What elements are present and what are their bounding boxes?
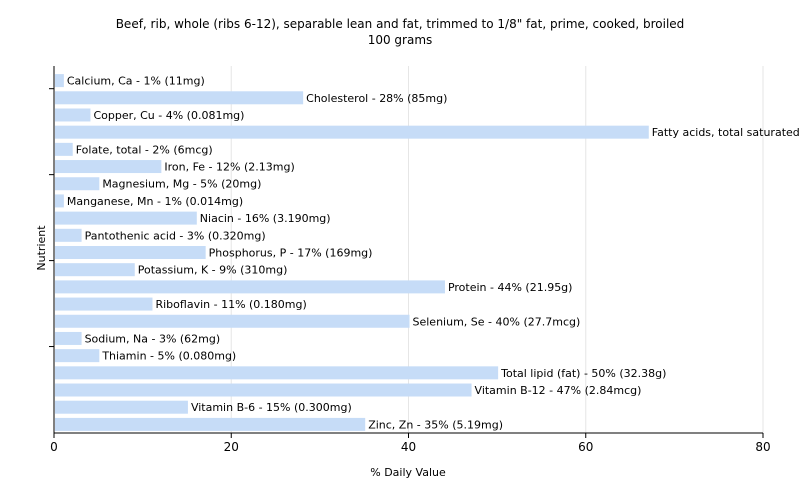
bar-label: Manganese, Mn - 1% (0.014mg) [67, 195, 243, 208]
bar-label: Vitamin B-6 - 15% (0.300mg) [191, 401, 352, 414]
bar-label: Folate, total - 2% (6mcg) [76, 143, 213, 156]
bar [55, 125, 649, 139]
bar-label: Vitamin B-12 - 47% (2.84mcg) [475, 384, 642, 397]
bar [55, 366, 499, 380]
bar-label: Iron, Fe - 12% (2.13mg) [164, 161, 294, 174]
bar [55, 74, 64, 88]
bar-label: Thiamin - 5% (0.080mg) [101, 350, 236, 363]
chart-title: Beef, rib, whole (ribs 6-12), separable … [0, 16, 800, 48]
axis-layer: 0 20 40 60 80 [49, 66, 771, 454]
bar [55, 383, 472, 397]
bar [55, 349, 100, 363]
bar [55, 194, 64, 208]
bar-label: Total lipid (fat) - 50% (32.38g) [500, 367, 666, 380]
bar [55, 177, 100, 191]
bar-layer: Calcium, Ca - 1% (11mg) Cholesterol - 28%… [55, 74, 800, 431]
bar [55, 211, 197, 225]
bar-label: Riboflavin - 11% (0.180mg) [155, 298, 306, 311]
x-tick-label: 60 [578, 440, 593, 454]
bar [55, 263, 135, 277]
x-tick-label: 80 [755, 440, 770, 454]
bar-label: Calcium, Ca - 1% (11mg) [67, 75, 205, 88]
x-tick-label: 20 [224, 440, 239, 454]
bar [55, 280, 445, 294]
bar-label: Phosphorus, P - 17% (169mg) [209, 247, 373, 260]
bar-label: Pantothenic acid - 3% (0.320mg) [85, 229, 266, 242]
bar-label: Zinc, Zn - 35% (5.19mg) [368, 418, 503, 431]
x-tick-label: 0 [50, 440, 58, 454]
bar [55, 160, 162, 174]
bar [55, 246, 206, 259]
y-axis-title: Nutrient [35, 225, 48, 271]
bar [55, 91, 304, 105]
bar-label: Fatty acids, total saturated - 67% (13.4… [652, 126, 800, 139]
bar [55, 314, 410, 328]
bar-label: Niacin - 16% (3.190mg) [200, 212, 331, 225]
x-tick-label: 40 [401, 440, 416, 454]
x-axis-title: % Daily Value [370, 466, 446, 479]
bar [55, 400, 188, 414]
bar-label: Potassium, K - 9% (310mg) [138, 264, 288, 277]
bar-label: Copper, Cu - 4% (0.081mg) [93, 109, 244, 122]
bar [55, 297, 153, 311]
bar-label: Protein - 44% (21.95g) [448, 281, 573, 294]
bar [55, 228, 82, 242]
bar [55, 108, 91, 122]
bar-label: Sodium, Na - 3% (62mg) [85, 332, 221, 345]
bar [55, 142, 73, 156]
bar [55, 331, 82, 345]
chart-subtitle-text: 100 grams [367, 33, 433, 47]
chart-title-text: Beef, rib, whole (ribs 6-12), separable … [115, 17, 685, 31]
bar-label: Cholesterol - 28% (85mg) [306, 92, 447, 105]
bar [55, 417, 366, 431]
bar-label: Magnesium, Mg - 5% (20mg) [102, 178, 261, 191]
bar-label: Selenium, Se - 40% (27.7mcg) [413, 315, 581, 328]
